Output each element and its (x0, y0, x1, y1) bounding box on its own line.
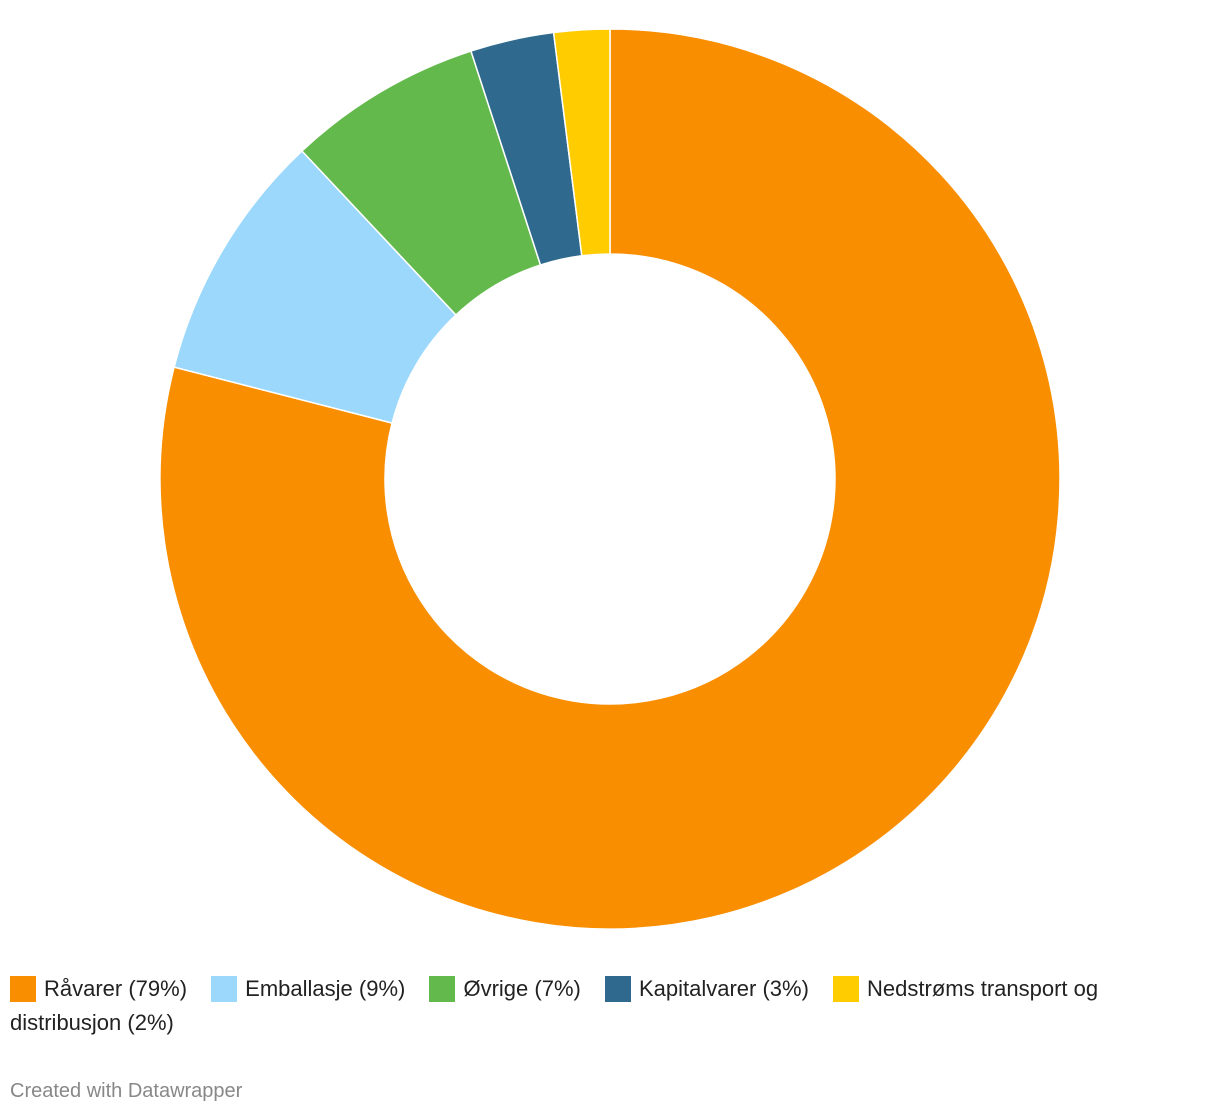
legend-swatch (604, 976, 631, 1002)
legend-label: Nedstrøms transport og distribusjon (2%) (10, 976, 1099, 1035)
legend-swatch (211, 976, 238, 1002)
legend-item: Øvrige (7%) (429, 976, 581, 1002)
legend-label: Råvarer (79%) (44, 976, 188, 1001)
legend-item: Råvarer (79%) (10, 976, 188, 1002)
legend-swatch (10, 976, 36, 1002)
credit: Created with Datawrapper (10, 1080, 243, 1102)
legend-item: Emballasje (9%) (211, 976, 406, 1002)
legend-item: Kapitalvarer (3%) (604, 976, 809, 1002)
donut-chart (159, 28, 1061, 930)
legend-item: Nedstrøms transport og distribusjon (2%) (10, 976, 1098, 1035)
legend-label: Øvrige (7%) (463, 976, 581, 1001)
legend-swatch (833, 976, 860, 1002)
legend: Råvarer (79%) Emballasje (9%) Øvrige (7%… (10, 972, 1160, 1040)
legend-swatch (429, 976, 456, 1002)
slice (159, 28, 1061, 930)
legend-label: Kapitalvarer (3%) (638, 976, 809, 1001)
slice (552, 28, 611, 257)
legend-label: Emballasje (9%) (245, 976, 406, 1001)
